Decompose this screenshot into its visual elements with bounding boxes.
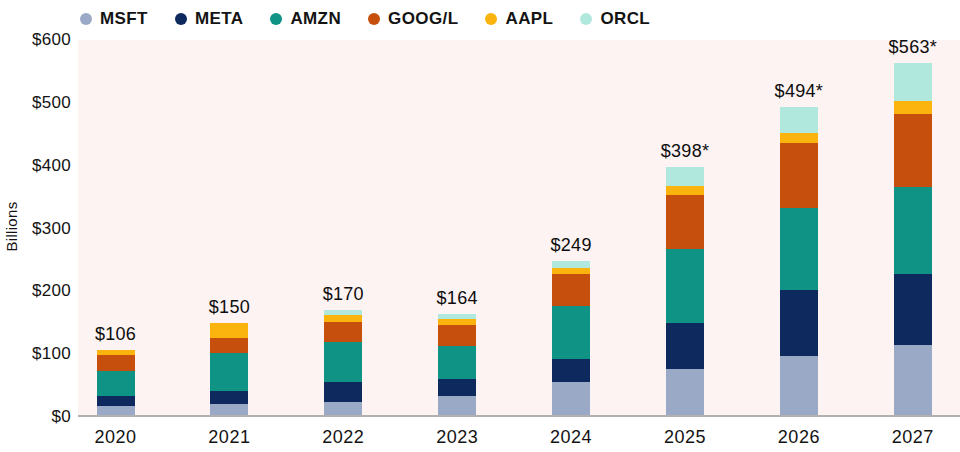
- bar-segment-2021-aapl: [210, 323, 248, 338]
- y-tick-label-500: $500: [0, 93, 71, 113]
- legend-item-orcl: ORCL: [580, 9, 650, 29]
- bar-segment-2026-meta: [780, 290, 818, 356]
- bar-segment-2022-amzn: [324, 342, 362, 382]
- legend-item-meta: META: [175, 9, 244, 29]
- legend-label-msft: MSFT: [100, 9, 148, 29]
- y-tick-label-300: $300: [0, 219, 71, 239]
- x-tick-label-2025: 2025: [635, 427, 735, 448]
- bar-segment-2023-googl: [438, 325, 476, 346]
- x-tick-label-2024: 2024: [521, 427, 621, 448]
- bar-total-label-2023: $164: [407, 288, 507, 309]
- bar-segment-2024-msft: [552, 382, 590, 417]
- y-tick-label-0: $0: [0, 407, 71, 427]
- x-tick-label-2023: 2023: [407, 427, 507, 448]
- bar-segment-2027-meta: [894, 274, 932, 345]
- legend-swatch-amzn: [270, 13, 282, 25]
- x-tick-label-2021: 2021: [179, 427, 279, 448]
- bar-segment-2021-googl: [210, 338, 248, 353]
- x-tick-label-2026: 2026: [749, 427, 849, 448]
- bar-segment-2024-meta: [552, 359, 590, 383]
- bar-segment-2024-googl: [552, 274, 590, 307]
- y-tick-label-200: $200: [0, 281, 71, 301]
- bar-total-label-2024: $249: [521, 235, 621, 256]
- bar-segment-2025-amzn: [666, 249, 704, 323]
- bar-segment-2023-orcl: [438, 314, 476, 319]
- legend: MSFT META AMZN GOOG/L AAPL ORCL: [80, 7, 650, 31]
- bar-segment-2025-orcl: [666, 167, 704, 186]
- legend-item-amzn: AMZN: [270, 9, 341, 29]
- bar-segment-2025-meta: [666, 323, 704, 368]
- bar-segment-2025-aapl: [666, 186, 704, 195]
- bar-segment-2024-orcl: [552, 261, 590, 269]
- bar-segment-2020-meta: [97, 396, 135, 406]
- legend-label-googl: GOOG/L: [388, 9, 458, 29]
- bar-total-label-2021: $150: [179, 297, 279, 318]
- bar-segment-2027-msft: [894, 345, 932, 417]
- bar-segment-2027-orcl: [894, 63, 932, 101]
- bar-segment-2026-msft: [780, 356, 818, 417]
- bar-segment-2024-aapl: [552, 268, 590, 274]
- bar-total-label-2022: $170: [293, 284, 393, 305]
- bar-segment-2021-meta: [210, 391, 248, 404]
- bar-segment-2022-orcl: [324, 310, 362, 314]
- bar-segment-2025-msft: [666, 369, 704, 417]
- bar-segment-2026-aapl: [780, 133, 818, 143]
- legend-label-orcl: ORCL: [600, 9, 650, 29]
- x-tick-label-2020: 2020: [66, 427, 166, 448]
- legend-item-aapl: AAPL: [485, 9, 553, 29]
- x-tick-label-2027: 2027: [863, 427, 960, 448]
- bar-segment-2027-googl: [894, 114, 932, 188]
- bar-segment-2022-meta: [324, 382, 362, 402]
- legend-swatch-meta: [175, 13, 187, 25]
- x-axis-line: [78, 415, 960, 417]
- bar-segment-2020-amzn: [97, 371, 135, 396]
- legend-swatch-aapl: [485, 13, 497, 25]
- bar-segment-2025-googl: [666, 195, 704, 250]
- legend-swatch-msft: [80, 13, 92, 25]
- bar-segment-2023-amzn: [438, 346, 476, 379]
- bar-segment-2023-meta: [438, 379, 476, 396]
- legend-item-msft: MSFT: [80, 9, 148, 29]
- bar-total-label-2026: $494*: [749, 81, 849, 102]
- bar-segment-2022-aapl: [324, 315, 362, 323]
- bar-segment-2026-orcl: [780, 107, 818, 133]
- capex-stacked-bar-chart: MSFTMETAAMZNGOOG/LAAPLORCL Billions $0$1…: [0, 0, 960, 452]
- bar-segment-2026-googl: [780, 143, 818, 208]
- bar-segment-2027-amzn: [894, 187, 932, 274]
- bar-segment-2022-googl: [324, 322, 362, 342]
- legend-item-googl: GOOG/L: [368, 9, 458, 29]
- legend-swatch-orcl: [580, 13, 592, 25]
- bar-segment-2023-aapl: [438, 319, 476, 325]
- y-tick-label-100: $100: [0, 344, 71, 364]
- bar-total-label-2020: $106: [66, 324, 166, 345]
- bar-segment-2027-aapl: [894, 101, 932, 114]
- bar-total-label-2027: $563*: [863, 37, 960, 58]
- x-tick-label-2022: 2022: [293, 427, 393, 448]
- legend-swatch-googl: [368, 13, 380, 25]
- bar-total-label-2025: $398*: [635, 141, 735, 162]
- bar-segment-2024-amzn: [552, 306, 590, 358]
- bar-segment-2021-amzn: [210, 353, 248, 391]
- legend-label-meta: META: [195, 9, 244, 29]
- y-tick-label-600: $600: [0, 30, 71, 50]
- bar-segment-2020-aapl: [97, 350, 135, 354]
- legend-label-amzn: AMZN: [290, 9, 341, 29]
- bar-segment-2023-msft: [438, 396, 476, 417]
- y-tick-label-400: $400: [0, 156, 71, 176]
- bar-segment-2020-googl: [97, 355, 135, 371]
- legend-label-aapl: AAPL: [505, 9, 553, 29]
- bar-segment-2026-amzn: [780, 208, 818, 290]
